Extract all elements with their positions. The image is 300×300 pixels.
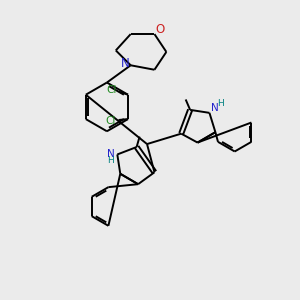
Text: Cl: Cl [106, 85, 117, 95]
Text: N: N [211, 103, 219, 113]
Text: H: H [107, 156, 114, 165]
Text: N: N [121, 57, 130, 70]
Text: H: H [218, 99, 224, 108]
Text: Cl: Cl [105, 116, 116, 126]
Text: O: O [156, 23, 165, 36]
Text: N: N [107, 149, 115, 159]
